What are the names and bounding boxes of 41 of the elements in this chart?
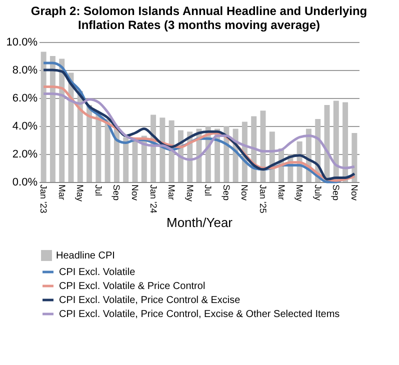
bar <box>342 102 348 182</box>
y-tick-label: 2.0% <box>12 148 38 160</box>
y-tick-label: 8.0% <box>12 64 38 76</box>
legend-label: CPI Excl. Volatile <box>59 267 136 278</box>
legend-label: CPI Excl. Volatile, Price Control & Excise <box>59 295 241 306</box>
x-tick-label: Nov <box>349 184 360 202</box>
x-tick-label: July <box>312 184 323 202</box>
bar <box>86 105 92 182</box>
x-tick-label: Jan '23 <box>38 184 49 214</box>
legend-label: CPI Excl. Volatile & Price Control <box>59 281 206 292</box>
legend-label: CPI Excl. Volatile, Price Control, Excise & Other Selected Items <box>59 309 340 320</box>
y-tick-label: 6.0% <box>12 92 38 104</box>
x-tick-label: Mar <box>166 184 177 200</box>
x-axis-title: Month/Year <box>166 215 234 230</box>
y-tick-label: 10.0% <box>6 36 38 48</box>
x-tick-label: Mar <box>276 184 286 200</box>
x-tick-label: Jan '25 <box>258 184 268 214</box>
x-tick-label: May <box>294 184 305 202</box>
x-tick-label: Jan '24 <box>148 184 158 214</box>
bar <box>96 112 102 182</box>
x-tick-label: Nov <box>240 184 250 202</box>
bar <box>59 58 65 182</box>
chart-title: Graph 2: Solomon Islands Annual Headline and Underlying Inflation Rates (3 months moving average) <box>30 4 368 32</box>
x-tick-label: Sep <box>112 184 122 201</box>
bar <box>352 133 358 182</box>
bar <box>40 52 46 182</box>
y-tick-label: 0.0% <box>12 176 38 188</box>
legend-label: Headline CPI <box>56 250 115 262</box>
y-tick-label: 4.0% <box>12 120 38 132</box>
x-tick-label: Mar <box>56 184 67 200</box>
x-tick-label: Jul <box>203 184 214 196</box>
x-tick-label: Nov <box>130 184 140 202</box>
x-tick-label: May <box>184 184 195 202</box>
x-tick-label: May <box>75 184 86 202</box>
bar <box>123 137 129 182</box>
bar <box>50 56 56 182</box>
x-tick-label: Jul <box>93 184 104 196</box>
bar <box>104 119 110 182</box>
x-tick-label: Sep <box>331 184 342 201</box>
line-series <box>42 92 356 170</box>
x-tick-label: Sep <box>221 184 232 201</box>
